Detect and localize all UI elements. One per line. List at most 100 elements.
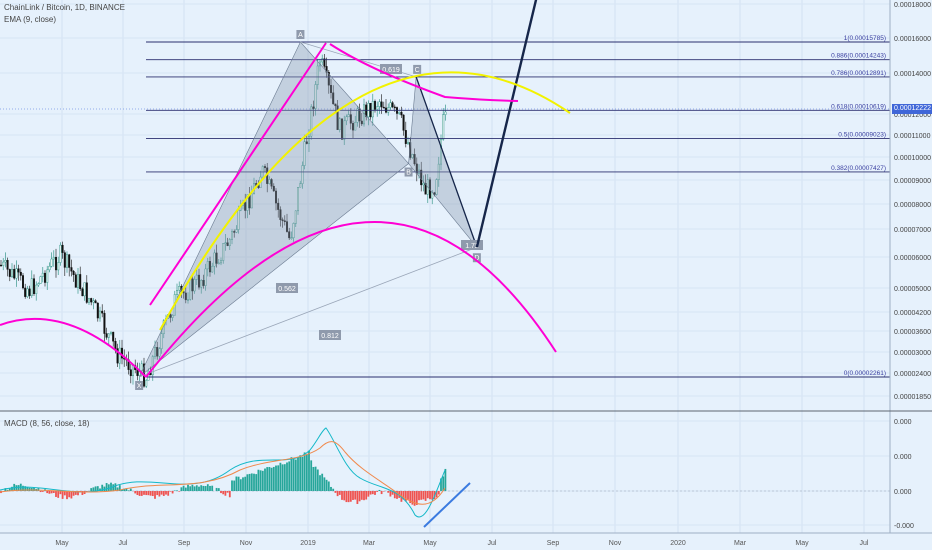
macd-legend[interactable]: MACD (8, 56, close, 18) <box>4 419 90 428</box>
macd-histogram-bar <box>204 486 207 491</box>
candle-body <box>235 229 238 233</box>
candle-body <box>400 111 403 116</box>
macd-histogram-bar <box>143 491 145 495</box>
y-tick-label: 0.00011000 <box>894 133 931 140</box>
macd-histogram-bar <box>63 491 66 496</box>
candle-body <box>224 242 227 244</box>
macd-histogram-bar <box>323 477 326 491</box>
candle-body <box>365 104 368 118</box>
y-tick-label: 0.00006000 <box>894 255 931 262</box>
macd-histogram-bar <box>332 488 335 491</box>
candle-body <box>19 271 22 276</box>
candle-body <box>44 272 47 283</box>
candle-body <box>116 348 119 364</box>
macd-histogram-bar <box>330 486 332 491</box>
macd-histogram-bar <box>431 491 434 500</box>
macd-histogram-bar <box>118 485 121 491</box>
macd-histogram-bar <box>165 491 167 495</box>
candle-body <box>76 274 79 288</box>
candle-body <box>46 269 49 283</box>
candle-body <box>87 298 90 303</box>
macd-histogram-bar <box>61 491 64 499</box>
candle-body <box>341 118 344 140</box>
x-tick-label: Nov <box>609 540 622 547</box>
macd-histogram-bar <box>189 486 192 491</box>
x-tick-label: May <box>795 540 809 547</box>
macd-histogram-bar <box>178 491 181 492</box>
candle-body <box>105 333 108 338</box>
pattern-triangle-xab <box>138 41 410 378</box>
macd-histogram-bar <box>4 488 7 491</box>
candle-body <box>81 288 84 297</box>
macd-histogram-bar <box>68 491 71 498</box>
macd-histogram-bar <box>444 468 447 491</box>
macd-histogram-bar <box>237 476 240 491</box>
y-tick-label: 0.00014000 <box>894 71 931 78</box>
macd-histogram-bar <box>46 491 49 494</box>
macd-histogram-bar <box>202 485 205 491</box>
macd-histogram-bar <box>294 459 297 491</box>
symbol-title[interactable]: ChainLink / Bitcoin, 1D, BINANCE <box>4 3 125 12</box>
y-tick-label: 0.00002400 <box>894 371 931 378</box>
candle-body <box>193 279 196 292</box>
macd-line <box>0 427 446 518</box>
candle-body <box>332 92 335 105</box>
candle-body <box>213 252 216 267</box>
candle-body <box>275 190 278 204</box>
macd-histogram-bar <box>250 473 253 491</box>
macd-histogram-bar <box>160 491 163 495</box>
macd-histogram-bar <box>107 484 110 491</box>
macd-histogram-bar <box>429 491 431 500</box>
macd-histogram-bar <box>411 491 414 505</box>
candle-body <box>424 183 427 195</box>
projection-arrow-line <box>475 0 538 248</box>
candle-body <box>74 274 77 288</box>
candle-body <box>48 266 51 271</box>
harmonic-pattern[interactable]: X A B C D 0.562 0.619 1.72 0.812 <box>135 0 546 390</box>
candle-body <box>402 114 405 131</box>
fib-level-label: 0.382(0.00007427) <box>831 165 886 172</box>
magenta-arc-top <box>329 43 519 102</box>
macd-histogram-bar <box>360 491 363 500</box>
signal-line <box>0 441 446 505</box>
candle-body <box>59 244 62 263</box>
candle-body <box>114 341 117 349</box>
candle-body <box>440 139 443 165</box>
candle-body <box>191 278 194 292</box>
fib-retracement[interactable]: 1(0.00015785) 0.886(0.00014243) 0.786(0.00… <box>146 35 890 378</box>
macd-histogram-bar <box>297 457 299 491</box>
candle-body <box>200 280 203 288</box>
candle-body <box>356 108 359 123</box>
candle-body <box>433 192 436 195</box>
macd-histogram-bar <box>391 491 394 495</box>
macd-histogram-bar <box>424 491 427 501</box>
macd-histogram-bar <box>286 462 288 491</box>
candle-body <box>35 284 38 294</box>
candle-body <box>250 193 253 209</box>
macd-histogram-bar <box>224 491 227 496</box>
candle-body <box>156 347 159 357</box>
candle-body <box>277 202 280 210</box>
pattern-point-label: C <box>415 67 420 74</box>
macd-histogram-bar <box>191 484 194 491</box>
magenta-trend-line <box>149 42 327 306</box>
candle-body <box>283 220 286 222</box>
macd-histogram-bar <box>136 491 139 495</box>
macd-histogram-bar <box>277 465 280 491</box>
candle-body <box>145 380 148 387</box>
ema-legend[interactable]: EMA (9, close) <box>4 15 57 24</box>
grid <box>0 0 890 533</box>
candle-body <box>411 154 414 158</box>
macd-histogram-bar <box>50 491 53 494</box>
macd-histogram-bar <box>301 456 304 491</box>
x-tick-label: Jul <box>488 540 497 547</box>
y-tick-label: 0.00018000 <box>894 2 931 9</box>
candle-body <box>215 252 218 264</box>
macd-y-tick-label: 0.000 <box>894 419 912 426</box>
magenta-arc-bottom <box>145 220 557 378</box>
candle-body <box>30 278 33 296</box>
macd-histogram-bar <box>33 487 35 491</box>
macd-histogram-bar <box>83 491 86 494</box>
macd-histogram-bar <box>127 490 130 491</box>
candle-body <box>4 260 7 263</box>
